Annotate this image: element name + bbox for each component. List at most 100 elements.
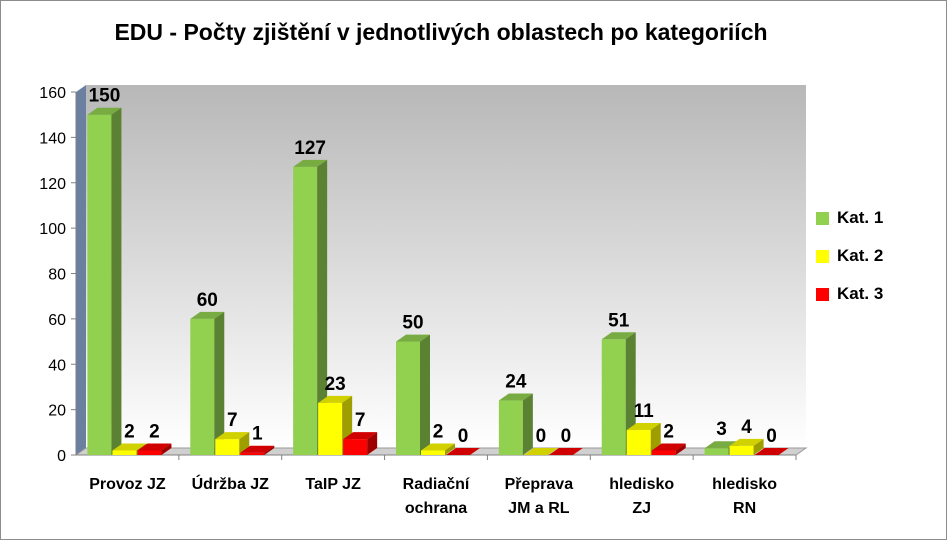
y-tick-label: 40 (48, 357, 66, 374)
bar-front (293, 166, 318, 455)
bar (396, 334, 430, 455)
bar-side (264, 445, 275, 455)
bar-front (112, 450, 137, 455)
chart-title: EDU - Počty zjištění v jednotlivých obla… (114, 19, 768, 45)
bar-side (214, 311, 225, 455)
x-tick-label: Radiační (403, 476, 470, 493)
bar-side (161, 443, 172, 455)
bar-top (112, 443, 147, 451)
data-label: 11 (634, 401, 655, 422)
bar-top (396, 334, 430, 342)
data-label: 2 (433, 421, 444, 442)
data-label: 3 (716, 419, 727, 440)
bar-top (240, 445, 275, 453)
data-label: 0 (458, 426, 469, 447)
legend-swatch (816, 211, 829, 225)
bar-top (548, 448, 583, 455)
bar (343, 432, 378, 455)
x-tick-label: TaIP JZ (305, 476, 361, 493)
y-tick-label: 20 (48, 403, 66, 420)
legend-label: Kat. 3 (837, 284, 884, 303)
bar-side (753, 438, 764, 455)
bar-top (651, 443, 686, 451)
y-tick-label: 80 (48, 267, 66, 284)
bar-top (343, 432, 378, 440)
x-tick-label: ZJ (632, 500, 651, 517)
data-label: 7 (227, 410, 238, 431)
bar-front (704, 448, 729, 455)
bar (498, 393, 533, 455)
bar-top (190, 311, 225, 319)
bar-top (87, 107, 122, 115)
bar-front (343, 439, 368, 455)
data-label: 2 (149, 421, 160, 442)
bar-side (522, 393, 533, 455)
bar-front (729, 445, 754, 455)
data-label: 150 (89, 86, 121, 107)
x-tick-label: Údržba JZ (192, 474, 270, 493)
bar-side (675, 443, 686, 455)
data-label: 23 (325, 374, 346, 395)
x-tick-label: hledisko (712, 476, 777, 493)
data-label: 4 (741, 417, 752, 438)
data-label: 2 (663, 421, 674, 442)
legend-item: Kat. 3 (816, 275, 883, 313)
bar (729, 438, 764, 455)
y-tick-label: 60 (48, 312, 66, 329)
bar (293, 159, 328, 455)
bar (601, 332, 636, 455)
legend-label: Kat. 2 (837, 246, 884, 265)
bar-top (754, 448, 789, 455)
bar-front (87, 114, 112, 455)
bar-front (651, 450, 676, 455)
bar-front (240, 452, 265, 455)
legend-item: Kat. 1 (816, 199, 883, 237)
data-label: 2 (124, 421, 135, 442)
x-tick-label: RN (733, 500, 756, 517)
bar-top (626, 423, 661, 431)
bar (523, 448, 558, 455)
bar-side (445, 443, 455, 455)
bar (318, 395, 353, 455)
data-label: 51 (608, 310, 630, 331)
bar-front (396, 341, 420, 455)
legend-swatch (816, 249, 829, 263)
data-label: 0 (536, 426, 547, 447)
y-tick-label: 0 (57, 448, 66, 465)
side-wall (76, 85, 86, 455)
data-label: 7 (355, 410, 366, 431)
bar-side (111, 107, 122, 455)
bar-front (601, 339, 626, 455)
data-label: 0 (561, 426, 572, 447)
bar-top (498, 393, 533, 401)
bar-top (137, 443, 172, 451)
legend-item: Kat. 2 (816, 237, 883, 275)
data-label: 60 (197, 290, 218, 311)
bar (240, 445, 275, 455)
bar (754, 448, 789, 455)
bar-top (293, 159, 328, 167)
bar (87, 107, 122, 455)
y-tick-label: 140 (39, 130, 66, 147)
bar-front (626, 430, 651, 455)
bar (626, 423, 661, 455)
y-tick-label: 160 (39, 85, 66, 102)
data-label: 24 (505, 372, 527, 393)
bar-side (317, 159, 328, 455)
y-tick-label: 100 (39, 221, 66, 238)
legend: Kat. 1 Kat. 2 Kat. 3 (816, 199, 883, 313)
bar (137, 443, 172, 455)
bar-top (318, 395, 353, 403)
x-tick-label: hledisko (609, 476, 674, 493)
bar-front (498, 400, 523, 455)
bar (548, 448, 583, 455)
data-label: 0 (766, 426, 777, 447)
data-label: 50 (402, 313, 423, 334)
bar-front (190, 318, 215, 455)
x-tick-label: Přeprava (505, 476, 574, 493)
bar (651, 443, 686, 455)
bar-top (523, 448, 558, 455)
y-tick-label: 120 (39, 176, 66, 193)
